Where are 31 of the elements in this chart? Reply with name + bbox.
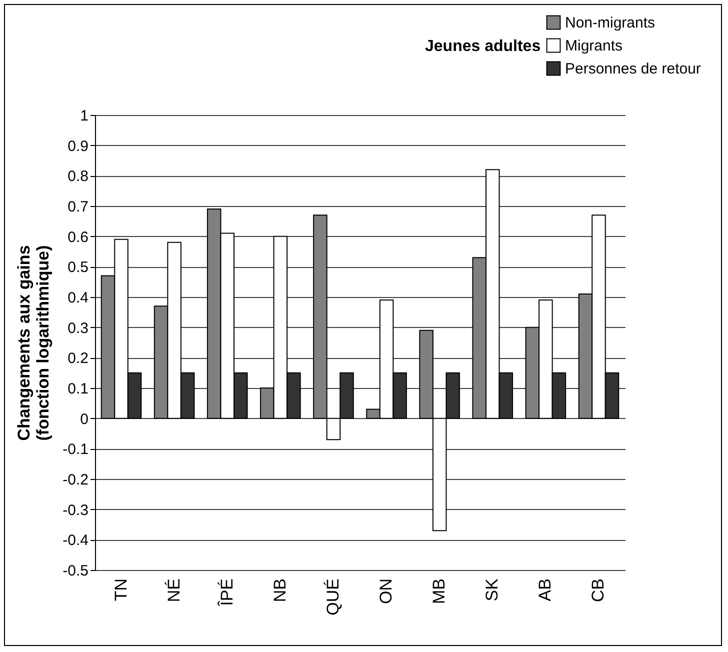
y-tick-label: 0.4 — [68, 290, 88, 306]
x-tick-label: ÎPÉ — [217, 578, 236, 607]
x-tick-label: NÉ — [164, 578, 184, 602]
x-tick-label: ON — [376, 578, 396, 604]
x-tick-label: SK — [482, 578, 502, 602]
y-axis-title: Changements aux gains (fonction logarithmique) — [14, 245, 53, 441]
x-tick-label: AB — [536, 578, 555, 602]
y-tick-label: -0.4 — [62, 532, 88, 550]
x-tick-label: TN — [111, 578, 130, 602]
legend-label: Migrants — [565, 38, 623, 54]
y-tick-label: 0.5 — [68, 259, 88, 276]
x-tick-label: CB — [588, 578, 608, 602]
x-tick-label: NB — [270, 578, 290, 602]
y-tick-label: 0.8 — [68, 168, 88, 186]
x-tick-label: MB — [430, 578, 449, 604]
legend-label: Non-migrants — [565, 14, 656, 32]
y-tick-label: 0.9 — [68, 138, 88, 155]
legend-label: Personnes de retour — [565, 60, 701, 78]
y-tick-label: 0.7 — [68, 198, 88, 216]
legend-title: Jeunes adultes — [425, 38, 541, 55]
y-tick-label: -0.3 — [62, 502, 88, 519]
y-tick-label: -0.2 — [62, 472, 88, 488]
y-tick-label: -0.1 — [62, 441, 88, 458]
y-tick-label: 0 — [80, 410, 88, 428]
y-tick-label: 1 — [80, 108, 88, 124]
y-tick-label: 0.3 — [68, 320, 88, 337]
y-tick-label: 0.6 — [68, 228, 88, 246]
y-tick-label: -0.5 — [62, 562, 88, 580]
y-tick-label: 0.2 — [68, 350, 88, 368]
y-tick-label: 0.1 — [68, 380, 88, 398]
x-tick-label: QUÉ — [323, 578, 342, 616]
